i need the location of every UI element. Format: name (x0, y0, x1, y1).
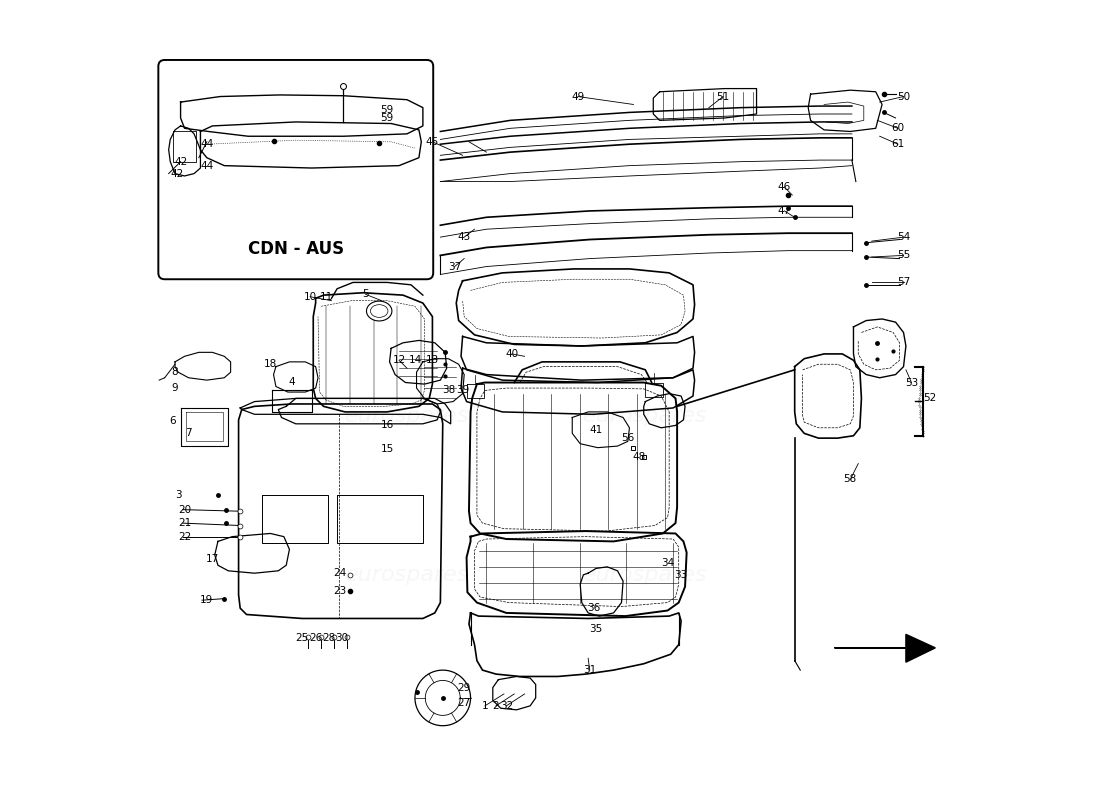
Text: 20: 20 (178, 505, 191, 514)
Text: 29: 29 (458, 682, 471, 693)
Text: 60: 60 (891, 123, 904, 134)
Text: 10: 10 (304, 292, 317, 302)
Text: 41: 41 (590, 425, 603, 435)
Text: 12: 12 (393, 355, 406, 366)
Ellipse shape (366, 301, 392, 321)
Text: 11: 11 (319, 292, 332, 302)
Text: 40: 40 (505, 349, 518, 359)
Text: 53: 53 (905, 378, 918, 387)
Text: 35: 35 (590, 624, 603, 634)
Text: 58: 58 (844, 474, 857, 485)
Text: 44: 44 (200, 139, 213, 149)
Text: 4: 4 (288, 377, 295, 386)
Text: 18: 18 (264, 359, 277, 370)
Text: 30: 30 (336, 634, 349, 643)
FancyBboxPatch shape (158, 60, 433, 279)
Text: 2: 2 (493, 701, 499, 711)
Text: 50: 50 (896, 91, 910, 102)
Text: 6: 6 (169, 417, 176, 426)
Text: 42: 42 (170, 169, 184, 178)
Text: 59: 59 (381, 113, 394, 123)
Text: eurospares: eurospares (344, 406, 470, 426)
Text: 26: 26 (309, 634, 322, 643)
Text: 44: 44 (200, 161, 213, 170)
Text: 15: 15 (381, 444, 394, 454)
Text: 13: 13 (426, 355, 439, 366)
Text: 48: 48 (632, 452, 646, 462)
Text: 25: 25 (296, 634, 309, 643)
Text: 43: 43 (458, 232, 471, 242)
Text: 57: 57 (896, 278, 910, 287)
Text: 22: 22 (178, 532, 191, 542)
Text: 54: 54 (896, 232, 910, 242)
Text: 55: 55 (896, 250, 910, 261)
Text: 3: 3 (175, 490, 182, 500)
Text: 23: 23 (333, 586, 346, 596)
Text: 17: 17 (206, 554, 219, 564)
Text: 31: 31 (583, 665, 596, 675)
Text: 5: 5 (362, 290, 369, 299)
Text: 34: 34 (661, 558, 674, 568)
Text: 45: 45 (426, 137, 439, 147)
Text: 7: 7 (185, 428, 191, 438)
Text: 39: 39 (456, 386, 470, 395)
Text: 61: 61 (891, 139, 904, 149)
Ellipse shape (371, 305, 388, 318)
Text: 49: 49 (571, 91, 584, 102)
Text: eurospares: eurospares (583, 406, 707, 426)
Text: 1: 1 (482, 701, 488, 711)
Text: 52: 52 (923, 394, 936, 403)
Text: 56: 56 (621, 433, 635, 443)
Text: CDN - AUS: CDN - AUS (248, 240, 344, 258)
Text: 14: 14 (409, 355, 422, 366)
Text: 8: 8 (172, 367, 178, 377)
Text: 32: 32 (499, 701, 513, 711)
Text: 27: 27 (458, 698, 471, 709)
Text: 47: 47 (778, 206, 791, 216)
Text: 46: 46 (778, 182, 791, 192)
Text: 38: 38 (442, 386, 455, 395)
Text: 33: 33 (674, 570, 688, 580)
Text: 21: 21 (178, 518, 191, 528)
Text: 59: 59 (381, 105, 394, 115)
Text: 37: 37 (448, 262, 461, 271)
Text: 9: 9 (172, 383, 178, 393)
Text: eurospares: eurospares (583, 565, 707, 585)
Text: 36: 36 (587, 603, 601, 613)
Text: 16: 16 (381, 421, 394, 430)
Text: 42: 42 (174, 157, 187, 166)
Text: 24: 24 (333, 568, 346, 578)
Text: eurospares: eurospares (344, 565, 470, 585)
Polygon shape (835, 634, 935, 662)
Text: 51: 51 (716, 91, 729, 102)
Text: 19: 19 (200, 595, 213, 605)
Text: 28: 28 (322, 634, 335, 643)
